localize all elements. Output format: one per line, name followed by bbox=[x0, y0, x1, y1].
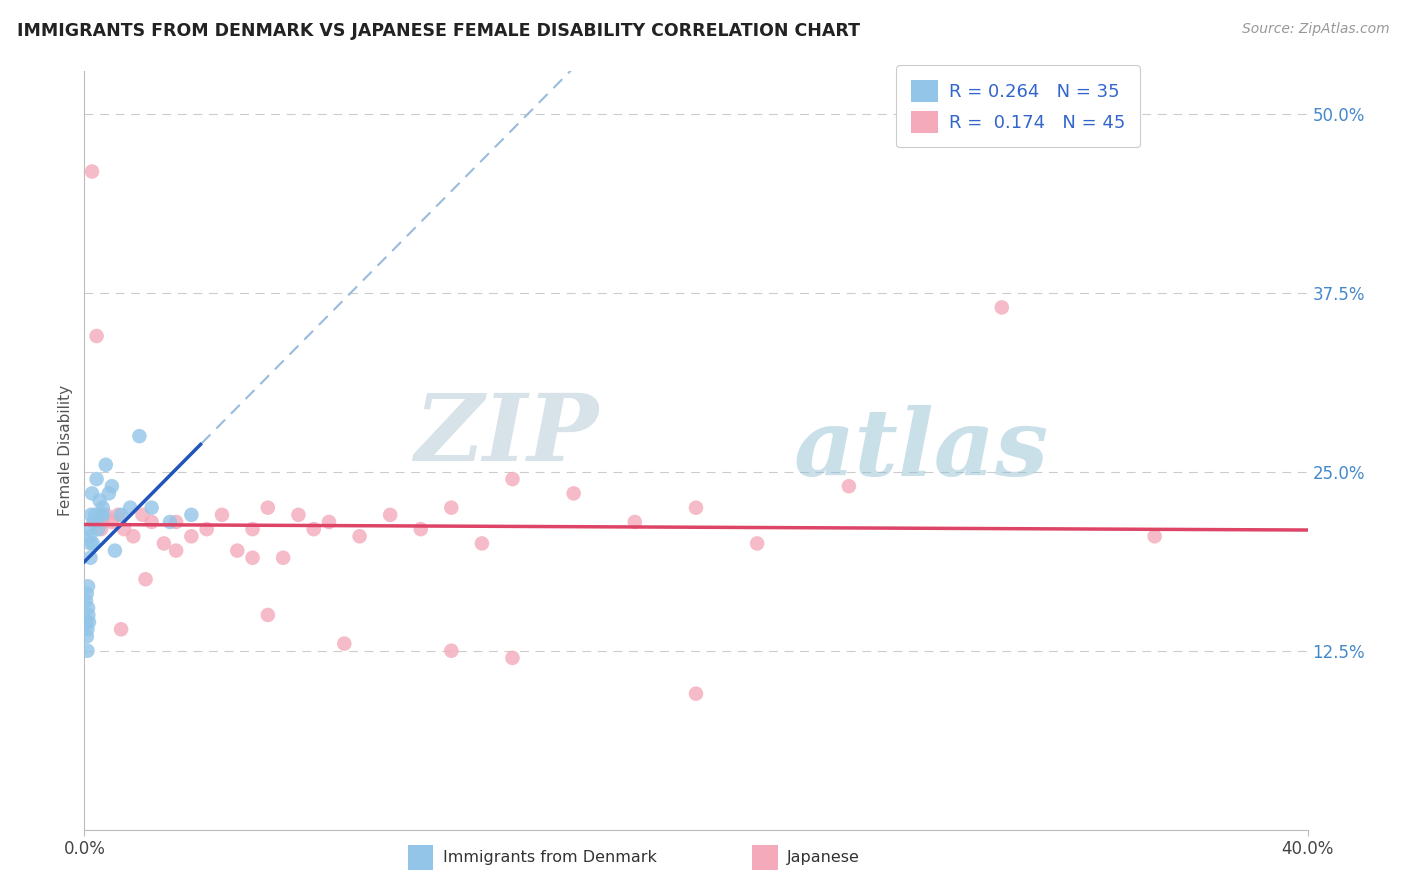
Point bbox=[287, 508, 309, 522]
Point bbox=[77, 607, 100, 622]
Point bbox=[409, 522, 432, 536]
Point bbox=[86, 329, 108, 343]
Point bbox=[471, 536, 494, 550]
Text: Japanese: Japanese bbox=[787, 850, 860, 864]
Point bbox=[76, 586, 98, 600]
Point bbox=[83, 515, 105, 529]
Point bbox=[75, 593, 97, 607]
Point bbox=[90, 508, 112, 522]
Point bbox=[76, 629, 98, 643]
Point bbox=[90, 522, 112, 536]
Point bbox=[440, 500, 463, 515]
Point bbox=[257, 607, 280, 622]
Point bbox=[101, 515, 124, 529]
Point bbox=[122, 529, 145, 543]
Point bbox=[76, 622, 98, 636]
Point bbox=[131, 508, 153, 522]
Point bbox=[349, 529, 371, 543]
Point bbox=[747, 536, 769, 550]
Point bbox=[101, 479, 124, 493]
Point bbox=[685, 687, 707, 701]
Point bbox=[991, 301, 1014, 315]
Point bbox=[77, 522, 100, 536]
Point bbox=[624, 515, 647, 529]
Point bbox=[76, 644, 98, 658]
Point bbox=[685, 500, 707, 515]
Point bbox=[226, 543, 249, 558]
Point bbox=[94, 458, 117, 472]
Point bbox=[82, 536, 104, 550]
Point bbox=[91, 515, 114, 529]
Point bbox=[180, 529, 202, 543]
Point bbox=[440, 644, 463, 658]
Point bbox=[110, 508, 132, 522]
Point bbox=[91, 508, 114, 522]
Point bbox=[380, 508, 402, 522]
Y-axis label: Female Disability: Female Disability bbox=[58, 384, 73, 516]
Point bbox=[318, 515, 340, 529]
Point bbox=[97, 486, 120, 500]
Text: ZIP: ZIP bbox=[413, 391, 598, 480]
Point bbox=[153, 536, 176, 550]
Point bbox=[112, 522, 135, 536]
Point bbox=[195, 522, 218, 536]
Point bbox=[80, 508, 103, 522]
Point bbox=[165, 515, 187, 529]
Point bbox=[77, 579, 100, 593]
Point bbox=[1143, 529, 1166, 543]
Point bbox=[242, 522, 264, 536]
Point bbox=[80, 164, 103, 178]
Point bbox=[79, 529, 101, 543]
Point bbox=[242, 550, 264, 565]
Point bbox=[77, 615, 100, 629]
Point bbox=[80, 486, 103, 500]
Point bbox=[502, 651, 524, 665]
Point bbox=[562, 486, 585, 500]
Point bbox=[110, 622, 132, 636]
Point bbox=[271, 550, 294, 565]
Point bbox=[87, 522, 110, 536]
Point bbox=[79, 536, 101, 550]
Point bbox=[165, 543, 187, 558]
Point bbox=[79, 550, 101, 565]
Point bbox=[128, 429, 150, 443]
Point bbox=[94, 508, 117, 522]
Point bbox=[141, 500, 163, 515]
Point bbox=[76, 615, 98, 629]
Text: Immigrants from Denmark: Immigrants from Denmark bbox=[443, 850, 657, 864]
Point bbox=[838, 479, 860, 493]
Point bbox=[502, 472, 524, 486]
Point bbox=[159, 515, 181, 529]
Point bbox=[77, 600, 100, 615]
Point bbox=[84, 508, 107, 522]
Point bbox=[302, 522, 325, 536]
Point bbox=[333, 637, 356, 651]
Point bbox=[86, 472, 108, 486]
Point bbox=[141, 515, 163, 529]
Point bbox=[135, 572, 157, 586]
Point bbox=[211, 508, 233, 522]
Text: Source: ZipAtlas.com: Source: ZipAtlas.com bbox=[1241, 22, 1389, 37]
Point bbox=[180, 508, 202, 522]
Point bbox=[91, 500, 114, 515]
Text: atlas: atlas bbox=[794, 406, 1049, 495]
Legend: R = 0.264   N = 35, R =  0.174   N = 45: R = 0.264 N = 35, R = 0.174 N = 45 bbox=[897, 65, 1139, 147]
Point bbox=[104, 543, 127, 558]
Text: IMMIGRANTS FROM DENMARK VS JAPANESE FEMALE DISABILITY CORRELATION CHART: IMMIGRANTS FROM DENMARK VS JAPANESE FEMA… bbox=[17, 22, 860, 40]
Point bbox=[120, 500, 142, 515]
Point bbox=[107, 508, 129, 522]
Point bbox=[257, 500, 280, 515]
Point bbox=[89, 493, 111, 508]
